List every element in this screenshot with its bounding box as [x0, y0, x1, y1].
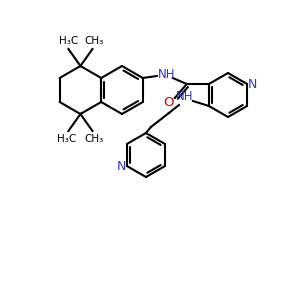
Text: N: N — [117, 160, 127, 172]
Text: CH₃: CH₃ — [85, 36, 104, 46]
Text: NH: NH — [158, 68, 175, 82]
Text: H₃C: H₃C — [59, 36, 78, 46]
Text: H₃C: H₃C — [57, 134, 76, 144]
Text: N: N — [248, 77, 257, 91]
Text: O: O — [164, 95, 174, 109]
Text: NH: NH — [176, 91, 194, 103]
Text: CH₃: CH₃ — [85, 134, 104, 144]
